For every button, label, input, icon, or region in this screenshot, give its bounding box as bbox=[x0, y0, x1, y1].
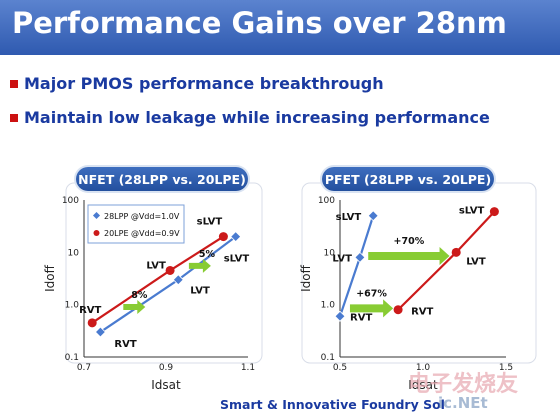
data-point-diamond bbox=[172, 274, 184, 286]
legend-label: 20LPE @Vdd=0.9V bbox=[104, 229, 180, 238]
x-axis-label: Idsat bbox=[151, 378, 181, 392]
x-tick-label: 0.7 bbox=[77, 363, 91, 373]
bullet-text: Major PMOS performance breakthrough bbox=[24, 74, 384, 93]
arrow-shape bbox=[368, 247, 450, 266]
data-point-diamond bbox=[94, 326, 106, 338]
data-point-circle bbox=[393, 305, 403, 315]
data-point-circle bbox=[218, 232, 228, 242]
y-tick-label: 0.1 bbox=[321, 353, 335, 363]
x-tick-label: 1.0 bbox=[416, 363, 431, 373]
x-tick-label: 1.5 bbox=[499, 363, 513, 373]
watermark-url: ic.NEt bbox=[438, 394, 488, 412]
point-label: RVT bbox=[350, 312, 372, 323]
arrow-shape bbox=[188, 258, 211, 273]
point-label: sLVT bbox=[224, 254, 250, 265]
data-point-diamond bbox=[354, 251, 366, 263]
data-point-circle bbox=[489, 207, 499, 217]
bullet-square-icon bbox=[10, 79, 18, 88]
y-tick-label: 10 bbox=[324, 248, 336, 258]
nfet-chart-title: NFET (28LPP vs. 20LPE) bbox=[76, 167, 248, 191]
data-point-diamond bbox=[334, 310, 346, 322]
legend-box bbox=[87, 204, 185, 244]
x-tick-label: 0.5 bbox=[333, 363, 347, 373]
improvement-label: +70% bbox=[394, 236, 425, 247]
x-tick-label: 0.9 bbox=[159, 363, 174, 373]
data-point-diamond bbox=[230, 231, 242, 243]
point-label: sLVT bbox=[197, 217, 223, 228]
footer-text: Smart & Innovative Foundry Sol bbox=[220, 397, 445, 412]
bullet-item: Maintain low leakage while increasing pe… bbox=[10, 108, 490, 127]
y-tick-label: 10 bbox=[68, 248, 80, 258]
improvement-label: 5% bbox=[199, 249, 216, 260]
y-tick-label: 100 bbox=[318, 196, 335, 206]
data-point-circle bbox=[451, 247, 461, 257]
y-tick-label: 1.0 bbox=[321, 301, 336, 311]
point-label: RVT bbox=[114, 339, 136, 350]
x-tick-label: 1.1 bbox=[241, 363, 255, 373]
legend-marker-circle bbox=[93, 230, 100, 236]
data-point-circle bbox=[165, 265, 175, 275]
bullet-item: Major PMOS performance breakthrough bbox=[10, 74, 384, 93]
watermark-text: 电子发烧友 bbox=[408, 372, 519, 397]
improvement-label: +67% bbox=[356, 288, 387, 299]
bullet-square-icon bbox=[10, 113, 18, 122]
point-label: RVT bbox=[79, 305, 101, 316]
point-label: RVT bbox=[411, 307, 433, 318]
arrow-shape bbox=[123, 300, 146, 315]
y-axis-label: Idoff bbox=[43, 264, 57, 291]
title-bar bbox=[0, 0, 560, 55]
legend-label: 28LPP @Vdd=1.0V bbox=[104, 212, 180, 221]
pfet-chart-title: PFET (28LPP vs. 20LPE) bbox=[322, 167, 494, 191]
arrow-shape bbox=[349, 299, 394, 318]
point-label: LVT bbox=[190, 286, 210, 297]
y-tick-label: 100 bbox=[62, 196, 79, 206]
legend-marker-diamond bbox=[92, 211, 101, 220]
point-label: LVT bbox=[466, 256, 486, 267]
pfet-panel bbox=[301, 182, 537, 364]
point-label: sLVT bbox=[459, 206, 485, 217]
y-axis-label: Idoff bbox=[299, 264, 313, 291]
y-tick-label: 1.0 bbox=[65, 301, 80, 311]
y-tick-label: 0.1 bbox=[65, 353, 79, 363]
point-label: LVT bbox=[146, 260, 166, 271]
improvement-label: 8% bbox=[131, 290, 148, 301]
page-title: Performance Gains over 28nm bbox=[12, 6, 507, 40]
data-point-diamond bbox=[367, 210, 379, 222]
data-point-circle bbox=[87, 318, 97, 328]
point-label: LVT bbox=[332, 253, 352, 264]
point-label: sLVT bbox=[336, 212, 362, 223]
bullet-text: Maintain low leakage while increasing pe… bbox=[24, 108, 490, 127]
x-axis-label: Idsat bbox=[408, 378, 438, 392]
